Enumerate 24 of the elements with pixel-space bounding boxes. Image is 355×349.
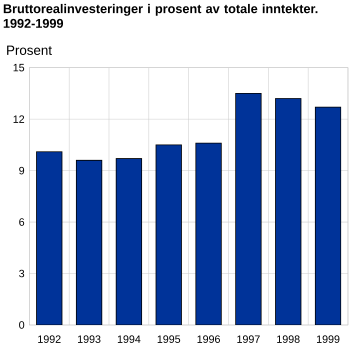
chart-title: Bruttorealinvesteringer i prosent av totale inntekter. 1992-1999 xyxy=(4,4,318,28)
bar xyxy=(76,160,102,325)
bar xyxy=(36,152,62,325)
bar xyxy=(236,93,262,325)
x-tick-label: 1992 xyxy=(38,335,61,343)
x-tick-label: 1993 xyxy=(78,335,100,343)
x-tick-label: 1999 xyxy=(317,335,340,343)
x-tick-label: 1998 xyxy=(277,335,300,343)
y-tick-label: 6 xyxy=(19,218,24,226)
x-tick-label: 1997 xyxy=(237,335,260,343)
y-tick-label: 0 xyxy=(19,321,24,329)
x-tick-label: 1996 xyxy=(198,335,220,343)
x-tick-label: 1994 xyxy=(118,335,140,343)
bar xyxy=(275,98,301,325)
bar xyxy=(116,158,142,325)
y-tick-label: 15 xyxy=(14,64,24,72)
bar xyxy=(156,144,182,325)
y-axis-title: Prosent xyxy=(7,46,52,55)
y-tick-label: 3 xyxy=(19,270,24,278)
bar xyxy=(196,143,222,325)
y-tick-label: 12 xyxy=(14,115,24,123)
bar xyxy=(314,106,342,325)
y-tick-label: 9 xyxy=(19,166,24,174)
x-tick-label: 1995 xyxy=(158,335,180,343)
